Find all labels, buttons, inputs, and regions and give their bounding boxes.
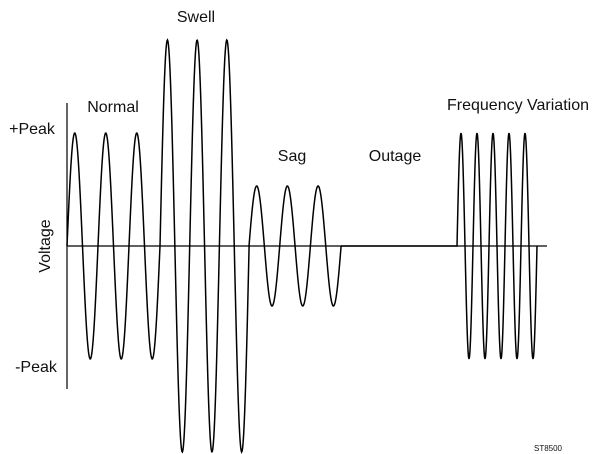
frequency-variation-label: Frequency Variation [447, 97, 589, 114]
axis-label: Voltage [37, 219, 54, 272]
swell-label: Swell [177, 9, 215, 26]
sag-label: Sag [278, 148, 306, 165]
negative-peak-label: -Peak [15, 359, 58, 376]
figure-id: ST8500 [534, 444, 563, 453]
normal-label: Normal [87, 99, 139, 116]
outage-label: Outage [369, 148, 422, 165]
positive-peak-label: +Peak [9, 121, 56, 138]
waveform [66, 38, 538, 454]
